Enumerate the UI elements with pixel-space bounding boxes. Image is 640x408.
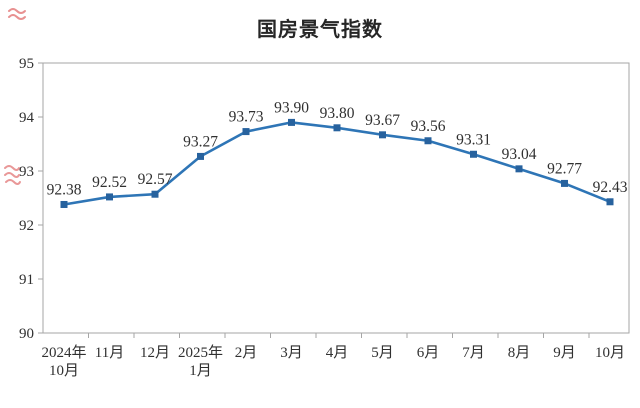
data-point-marker xyxy=(561,179,568,187)
y-axis-label: 93 xyxy=(19,164,34,180)
x-axis-label: 2月 xyxy=(235,345,258,361)
data-point-label: 93.90 xyxy=(274,99,309,116)
x-axis-label: 7月 xyxy=(462,345,485,361)
data-point-label: 93.27 xyxy=(183,133,218,150)
data-point-marker xyxy=(424,137,432,145)
data-point-label: 92.38 xyxy=(47,181,82,198)
x-axis-label: 6月 xyxy=(417,345,440,361)
chart-title: 国房景气指数 xyxy=(257,19,383,41)
x-axis-label: 11月 xyxy=(95,345,124,361)
x-axis-label: 2025年 1月 xyxy=(178,344,223,379)
data-point-marker xyxy=(379,131,386,139)
data-line xyxy=(63,121,611,206)
x-axis-label: 2024年 10月 xyxy=(41,344,86,379)
data-point-marker xyxy=(106,193,113,201)
y-axis-label: 90 xyxy=(19,326,34,342)
y-axis-label: 95 xyxy=(19,56,34,72)
data-point-label: 92.52 xyxy=(92,174,127,191)
data-point-marker xyxy=(151,190,159,198)
data-point-marker xyxy=(606,198,614,206)
data-point-label: 93.31 xyxy=(456,131,491,148)
y-axis-label: 92 xyxy=(19,218,34,234)
data-point-label: 92.43 xyxy=(593,179,628,196)
data-point-marker xyxy=(197,152,204,160)
red-scribble-icon xyxy=(4,165,21,185)
x-axis-label: 9月 xyxy=(553,345,576,361)
data-point-label: 92.77 xyxy=(547,160,582,177)
data-point-marker xyxy=(60,200,68,208)
data-point-label: 93.73 xyxy=(229,109,264,126)
x-axis-label: 8月 xyxy=(508,345,531,361)
x-axis-label: 12月 xyxy=(140,345,170,361)
x-axis-label: 3月 xyxy=(280,345,303,361)
data-point-marker xyxy=(288,118,295,126)
data-point-label: 93.56 xyxy=(411,118,446,135)
plot-border xyxy=(42,62,630,334)
data-point-marker xyxy=(242,128,250,136)
x-axis-label: 5月 xyxy=(371,345,394,361)
y-axis-label: 94 xyxy=(19,110,35,126)
data-point-marker xyxy=(515,165,523,173)
x-axis-label: 10月 xyxy=(595,345,625,361)
data-point-label: 93.80 xyxy=(320,105,355,122)
red-scribble-icon xyxy=(8,8,26,20)
data-point-marker xyxy=(470,150,477,158)
data-point-marker xyxy=(333,124,341,132)
x-axis-label: 4月 xyxy=(326,345,349,361)
data-point-label: 93.67 xyxy=(365,112,400,129)
data-point-label: 92.57 xyxy=(138,171,173,188)
y-axis-label: 91 xyxy=(19,272,34,288)
data-point-label: 93.04 xyxy=(502,146,537,163)
